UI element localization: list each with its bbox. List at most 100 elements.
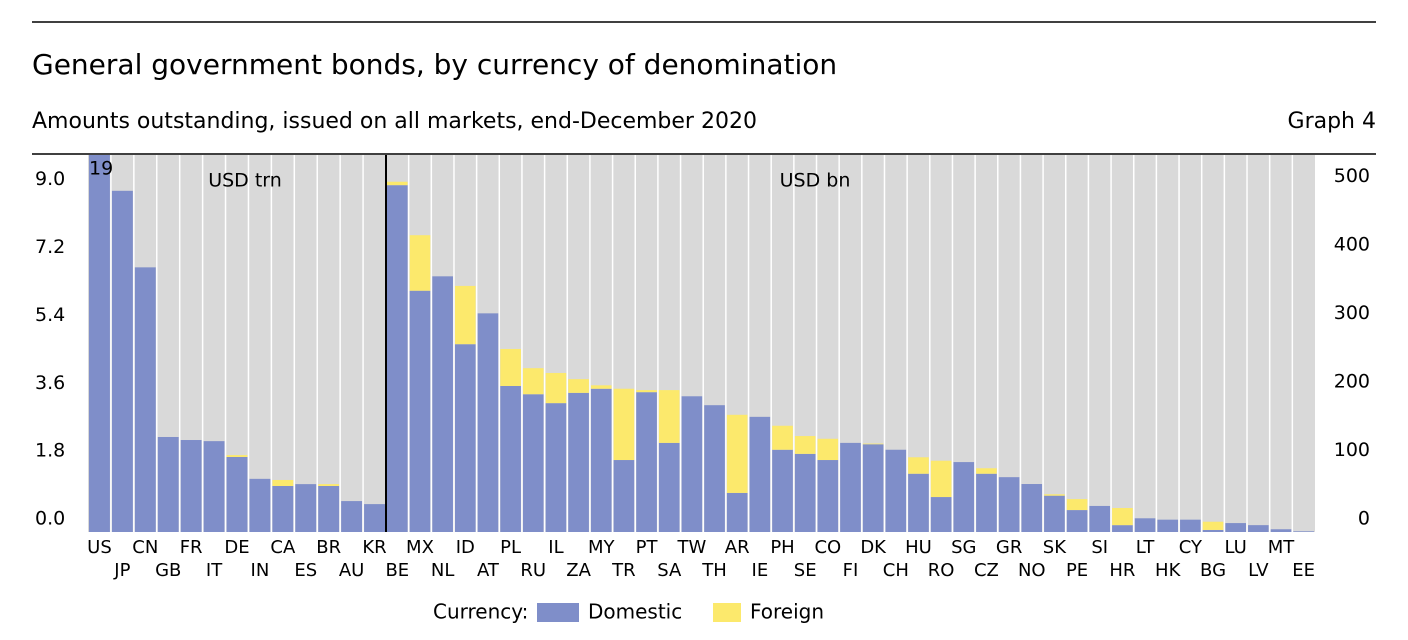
bar xyxy=(1112,508,1133,526)
bar xyxy=(976,468,997,474)
bar xyxy=(726,492,748,532)
x-tick-label: PH xyxy=(770,537,794,558)
bar xyxy=(568,379,589,393)
bar xyxy=(658,390,680,443)
x-tick-label: PE xyxy=(1066,560,1088,581)
x-tick-label: ID xyxy=(456,537,475,558)
bar xyxy=(885,449,907,532)
bar xyxy=(545,372,567,404)
x-tick-label: GB xyxy=(155,560,181,581)
x-tick-label: RU xyxy=(520,560,546,581)
bar xyxy=(295,484,317,532)
bar xyxy=(726,414,748,493)
bar xyxy=(840,442,861,532)
bar xyxy=(636,390,657,393)
legend-swatch xyxy=(713,603,741,622)
x-tick-label: BG xyxy=(1200,560,1226,581)
bar xyxy=(341,501,363,532)
bar xyxy=(387,181,408,186)
bar xyxy=(272,479,294,487)
bar xyxy=(111,190,133,532)
bar xyxy=(1134,518,1156,532)
bar xyxy=(522,368,544,395)
bar xyxy=(1180,519,1201,532)
legend-swatch xyxy=(537,603,579,622)
bar xyxy=(203,441,225,532)
x-tick-label: ES xyxy=(294,560,317,581)
x-tick-label: CO xyxy=(814,537,841,558)
y-tick-label: 100 xyxy=(1334,439,1370,461)
bar xyxy=(387,185,408,532)
bar xyxy=(500,348,521,386)
bar xyxy=(953,462,975,532)
bar xyxy=(772,425,793,450)
x-tick-label: SE xyxy=(794,560,817,581)
x-tick-label: IE xyxy=(752,560,769,581)
bar xyxy=(226,456,248,532)
bar xyxy=(134,267,156,532)
bar xyxy=(409,290,431,532)
x-tick-label: FR xyxy=(180,537,203,558)
bar xyxy=(1044,494,1065,496)
legend-label: Domestic xyxy=(588,600,682,624)
x-tick-label: LT xyxy=(1136,537,1156,558)
bar xyxy=(1157,519,1179,532)
y-tick-label: 1.8 xyxy=(35,440,65,462)
bar xyxy=(500,385,521,532)
bar xyxy=(1112,525,1133,532)
bar xyxy=(794,453,816,532)
x-tick-label: BR xyxy=(316,537,341,558)
bar xyxy=(590,388,612,532)
graph-label: Graph 4 xyxy=(1288,109,1376,134)
x-tick-label: LV xyxy=(1248,560,1269,581)
bar xyxy=(1089,505,1111,532)
x-tick-label: DE xyxy=(224,537,249,558)
bar xyxy=(180,440,202,532)
x-tick-label: MX xyxy=(406,537,434,558)
bar xyxy=(930,460,952,498)
y-tick-label: 0.0 xyxy=(35,508,65,530)
x-tick-label: AR xyxy=(725,537,750,558)
bar xyxy=(157,436,179,532)
bar xyxy=(454,344,476,532)
bar xyxy=(545,403,567,532)
x-tick-label: IN xyxy=(251,560,270,581)
unit-label: USD bn xyxy=(780,170,851,192)
x-tick-label: AT xyxy=(477,560,500,581)
bars xyxy=(89,155,1314,532)
x-tick-label: CN xyxy=(132,537,158,558)
x-tick-label: DK xyxy=(860,537,887,558)
x-tick-label: SG xyxy=(951,537,976,558)
x-tick-label: MT xyxy=(1268,537,1296,558)
x-tick-label: HK xyxy=(1155,560,1182,581)
bar xyxy=(613,388,635,461)
bar xyxy=(249,478,271,532)
bar xyxy=(318,484,340,487)
x-tick-label: CA xyxy=(270,537,296,558)
bar xyxy=(318,486,340,532)
bar xyxy=(1248,525,1269,532)
x-tick-label: CZ xyxy=(974,560,999,581)
bar xyxy=(908,473,929,532)
x-tick-label: LU xyxy=(1225,537,1247,558)
x-tick-label: AU xyxy=(339,560,365,581)
bar xyxy=(568,392,589,532)
bar xyxy=(817,438,839,461)
x-tick-label: ZA xyxy=(566,560,591,581)
bar xyxy=(226,455,248,457)
bar xyxy=(1225,523,1247,532)
bar xyxy=(454,285,476,345)
bar xyxy=(1066,499,1088,511)
y-tick-label: 5.4 xyxy=(35,304,65,326)
bar xyxy=(477,313,499,532)
bar xyxy=(862,443,884,445)
bar xyxy=(613,460,635,532)
bar xyxy=(817,460,839,532)
x-tick-label: GR xyxy=(996,537,1022,558)
bar xyxy=(432,276,453,532)
y-tick-label: 500 xyxy=(1334,165,1370,187)
bar xyxy=(272,486,294,532)
x-tick-label: SI xyxy=(1091,537,1108,558)
x-tick-label: SA xyxy=(657,560,682,581)
